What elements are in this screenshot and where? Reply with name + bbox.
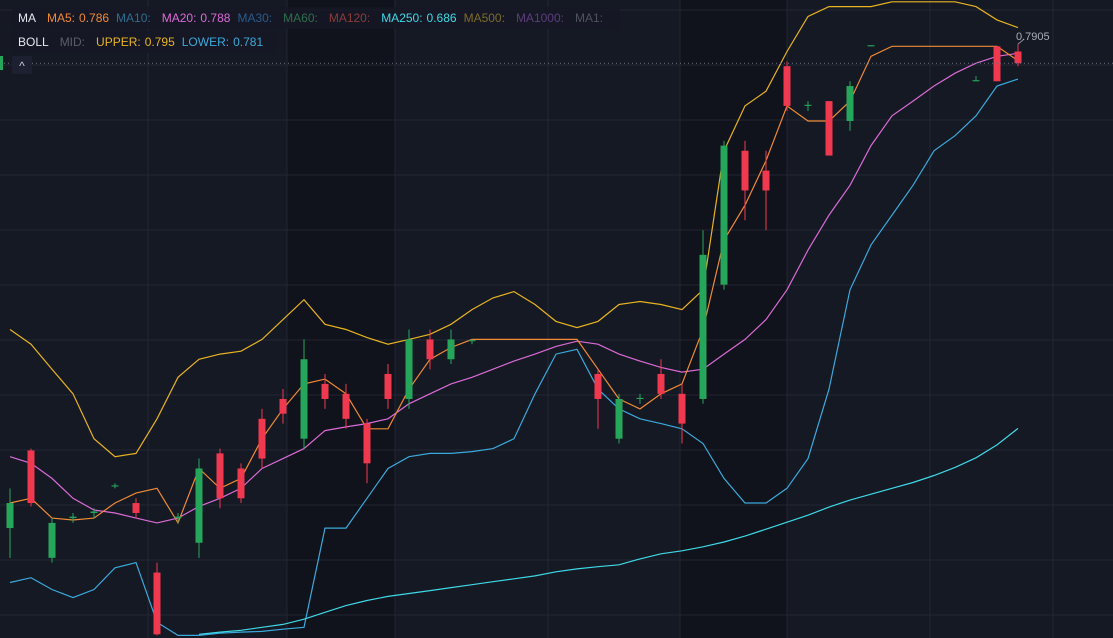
candle-body <box>174 516 182 519</box>
candle-body <box>972 80 980 82</box>
legend-title: MA <box>18 11 36 25</box>
legend-item[interactable]: MA5: 0.786 <box>47 11 109 25</box>
legend-title: BOLL <box>18 35 49 49</box>
candle-body <box>426 339 434 360</box>
legend-name: MA20: <box>161 11 197 25</box>
candle-body <box>321 383 329 399</box>
legend-name: MA30: <box>237 11 273 25</box>
candle-body <box>636 397 644 399</box>
legend-item[interactable]: MA120: <box>329 11 374 25</box>
candle-body <box>783 66 791 106</box>
legend-value: 0.795 <box>144 35 175 49</box>
candle-body <box>111 485 119 487</box>
candle-body <box>447 339 455 360</box>
legend-item[interactable]: LOWER: 0.781 <box>182 35 263 49</box>
session-band <box>680 0 787 638</box>
candle-body <box>132 503 140 513</box>
candle-body <box>699 254 707 399</box>
legend-name: MA60: <box>283 11 318 25</box>
session-band <box>287 0 395 638</box>
candle-body <box>279 398 287 414</box>
candle-body <box>846 86 854 121</box>
candle-body <box>594 373 602 399</box>
legend-name: MID: <box>59 35 86 49</box>
candle-body <box>342 393 350 419</box>
candle-body <box>363 423 371 464</box>
candle-body <box>69 516 77 519</box>
legend-item[interactable]: MA60: <box>283 11 322 25</box>
candle-body <box>384 373 392 399</box>
high-label: 0.7905 <box>1016 31 1050 43</box>
candle-body <box>90 511 98 513</box>
candle-body <box>741 150 749 191</box>
legend-value: 0.786 <box>79 11 110 25</box>
candle-body <box>993 46 1001 82</box>
legend-name: MA10: <box>116 11 151 25</box>
active-marker <box>0 56 3 70</box>
ma-legend: MA MA5: 0.786 MA10: MA20: 0.788 MA30: MA60: MA12… <box>12 7 620 29</box>
legend-name: MA500: <box>463 11 505 25</box>
legend-name: MA5: <box>47 11 76 25</box>
legend-name: MA250: <box>381 11 423 25</box>
legend-item[interactable]: MA250: 0.686 <box>381 11 456 25</box>
boll-legend: BOLL MID: UPPER: 0.795 LOWER: 0.781 <box>12 31 277 53</box>
legend-item[interactable]: MA30: <box>237 11 276 25</box>
candle-body <box>300 359 308 439</box>
legend-value: 0.788 <box>200 11 231 25</box>
legend-item[interactable]: MA1: <box>575 11 607 25</box>
candle-body <box>762 170 770 191</box>
legend-item[interactable]: MA1000: <box>516 11 568 25</box>
annotation-leader <box>1017 38 1025 45</box>
legend-value: 0.781 <box>233 35 264 49</box>
legend-item[interactable]: UPPER: 0.795 <box>96 35 175 49</box>
legend-name: MA1: <box>574 11 603 25</box>
candle-body <box>804 104 812 106</box>
candle-body <box>27 450 35 504</box>
legend-item[interactable]: MA500: <box>464 11 509 25</box>
candle-body <box>867 45 875 47</box>
candle-body <box>258 418 266 459</box>
indicator-line <box>9 1 1019 458</box>
indicator-line <box>9 78 1019 636</box>
indicator-line <box>9 52 1019 524</box>
legend-name: MA1000: <box>515 11 564 25</box>
collapse-button[interactable]: ^ <box>12 56 32 74</box>
legend-value: 0.686 <box>426 11 457 25</box>
legend-item[interactable]: MA20: 0.788 <box>162 11 231 25</box>
candle-body <box>468 340 476 342</box>
candle-body <box>720 145 728 285</box>
candle-body <box>678 393 686 424</box>
candle-body <box>216 453 224 499</box>
legend-name: LOWER: <box>181 35 230 49</box>
candle-body <box>6 503 14 529</box>
candle-body <box>657 373 665 394</box>
legend-item[interactable]: MID: <box>60 35 89 49</box>
legend-name: UPPER: <box>96 35 141 49</box>
candle-body <box>48 522 56 558</box>
candle-body <box>195 468 203 543</box>
legend-item[interactable]: MA10: <box>116 11 155 25</box>
candle-body <box>153 572 161 635</box>
legend-name: MA120: <box>328 11 371 25</box>
candle-body <box>615 398 623 439</box>
candle-body <box>405 339 413 399</box>
candle-body <box>825 101 833 156</box>
candle-body <box>237 468 245 499</box>
candle-body <box>1014 51 1022 64</box>
indicator-line <box>198 427 1019 635</box>
